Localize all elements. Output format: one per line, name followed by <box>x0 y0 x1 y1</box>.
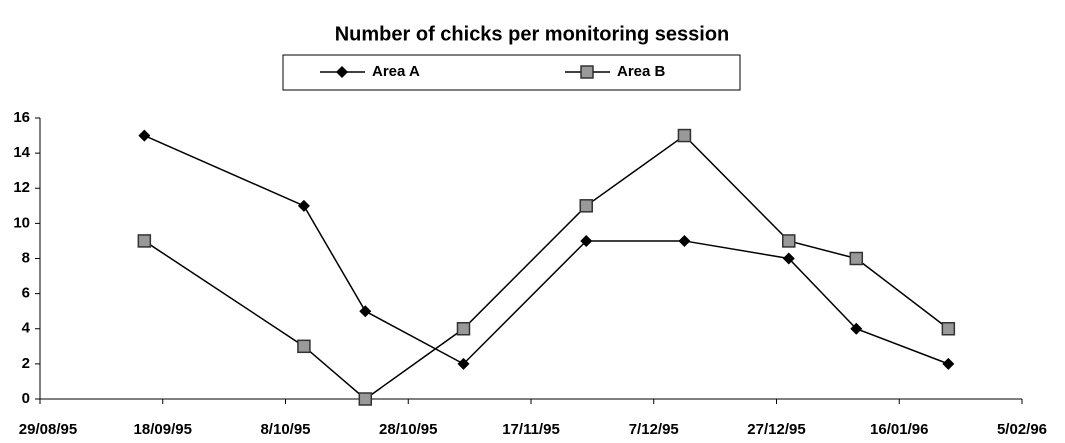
point <box>579 199 593 213</box>
legend-marker <box>580 65 594 79</box>
legend-label: Area B <box>617 63 666 80</box>
legend-box <box>282 54 741 91</box>
point <box>137 234 152 248</box>
y-tick-label: 8 <box>22 249 30 266</box>
point <box>782 234 796 248</box>
point <box>782 252 795 265</box>
point <box>942 357 955 370</box>
x-tick-label: 17/11/95 <box>502 421 560 438</box>
point <box>359 305 372 318</box>
legend-label: Area A <box>372 63 420 80</box>
point <box>580 234 593 247</box>
x-tick-label: 29/08/95 <box>19 421 77 438</box>
point <box>138 129 151 142</box>
y-tick-label: 12 <box>13 179 30 196</box>
y-tick-label: 6 <box>22 285 30 302</box>
point <box>358 392 373 406</box>
x-tick-label: 7/12/95 <box>629 421 679 438</box>
legend-marker <box>336 66 348 78</box>
y-tick-label: 14 <box>13 144 30 161</box>
y-tick-label: 16 <box>13 109 30 126</box>
y-tick-label: 10 <box>13 214 30 231</box>
point <box>677 128 692 143</box>
point <box>850 322 863 335</box>
x-tick-label: 27/12/95 <box>747 421 805 438</box>
point <box>457 357 470 370</box>
y-tick-label: 4 <box>22 320 31 337</box>
y-tick-label: 2 <box>22 355 30 372</box>
point <box>678 234 691 247</box>
series-line <box>143 134 949 400</box>
y-tick-label: 0 <box>22 390 30 407</box>
point <box>456 322 471 336</box>
series-line <box>144 134 949 365</box>
point <box>941 322 956 336</box>
x-tick-label: 18/09/95 <box>134 421 192 438</box>
x-tick-label: 28/10/95 <box>379 421 437 438</box>
point <box>849 251 864 266</box>
x-tick-label: 16/01/96 <box>870 421 928 438</box>
point <box>297 199 310 212</box>
point <box>297 339 311 354</box>
chart-title: Number of chicks per monitoring session <box>335 23 730 45</box>
x-tick-label: 5/02/96 <box>997 421 1047 438</box>
x-tick-label: 8/10/95 <box>260 421 310 438</box>
